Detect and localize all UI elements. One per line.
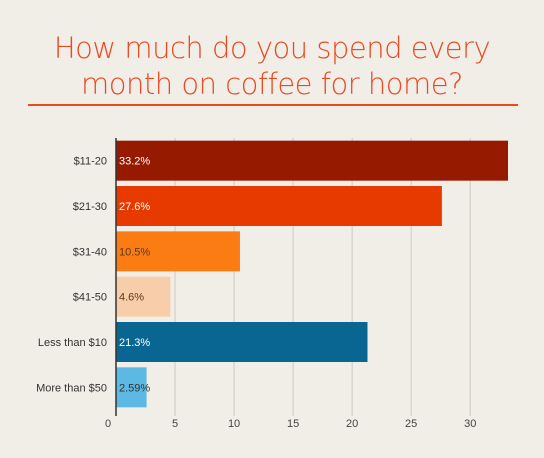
x-tick-label: 0: [105, 418, 111, 430]
x-tick-label: 25: [405, 418, 417, 430]
x-tick-label: 30: [464, 418, 476, 430]
bar: [116, 140, 508, 181]
x-tick-label: 20: [346, 418, 358, 430]
chart-title-wrap: How much do you spend every month on cof…: [0, 30, 544, 102]
bar: [116, 276, 171, 317]
bar: [116, 231, 240, 272]
title-divider: [28, 104, 518, 106]
data-label: 27.6%: [119, 201, 150, 213]
category-label: Less than $10: [38, 337, 107, 349]
data-label: 4.6%: [119, 292, 144, 304]
bar: [116, 186, 442, 226]
chart-title: How much do you spend every month on cof…: [53, 31, 491, 101]
category-label: $41-50: [73, 292, 107, 304]
category-label: $21-30: [73, 201, 107, 213]
x-tick-label: 10: [228, 418, 240, 430]
x-tick-label: 15: [287, 418, 299, 430]
category-label: $11-20: [74, 156, 107, 168]
data-label: 21.3%: [119, 337, 150, 349]
x-tick-label: 5: [172, 418, 178, 430]
data-label: 10.5%: [119, 246, 150, 258]
bar: [116, 367, 147, 408]
bar: [116, 322, 368, 362]
category-label: More than $50: [36, 382, 107, 394]
data-label: 2.59%: [119, 382, 150, 394]
category-label: $31-40: [73, 246, 107, 258]
data-label: 33.2%: [119, 156, 150, 168]
